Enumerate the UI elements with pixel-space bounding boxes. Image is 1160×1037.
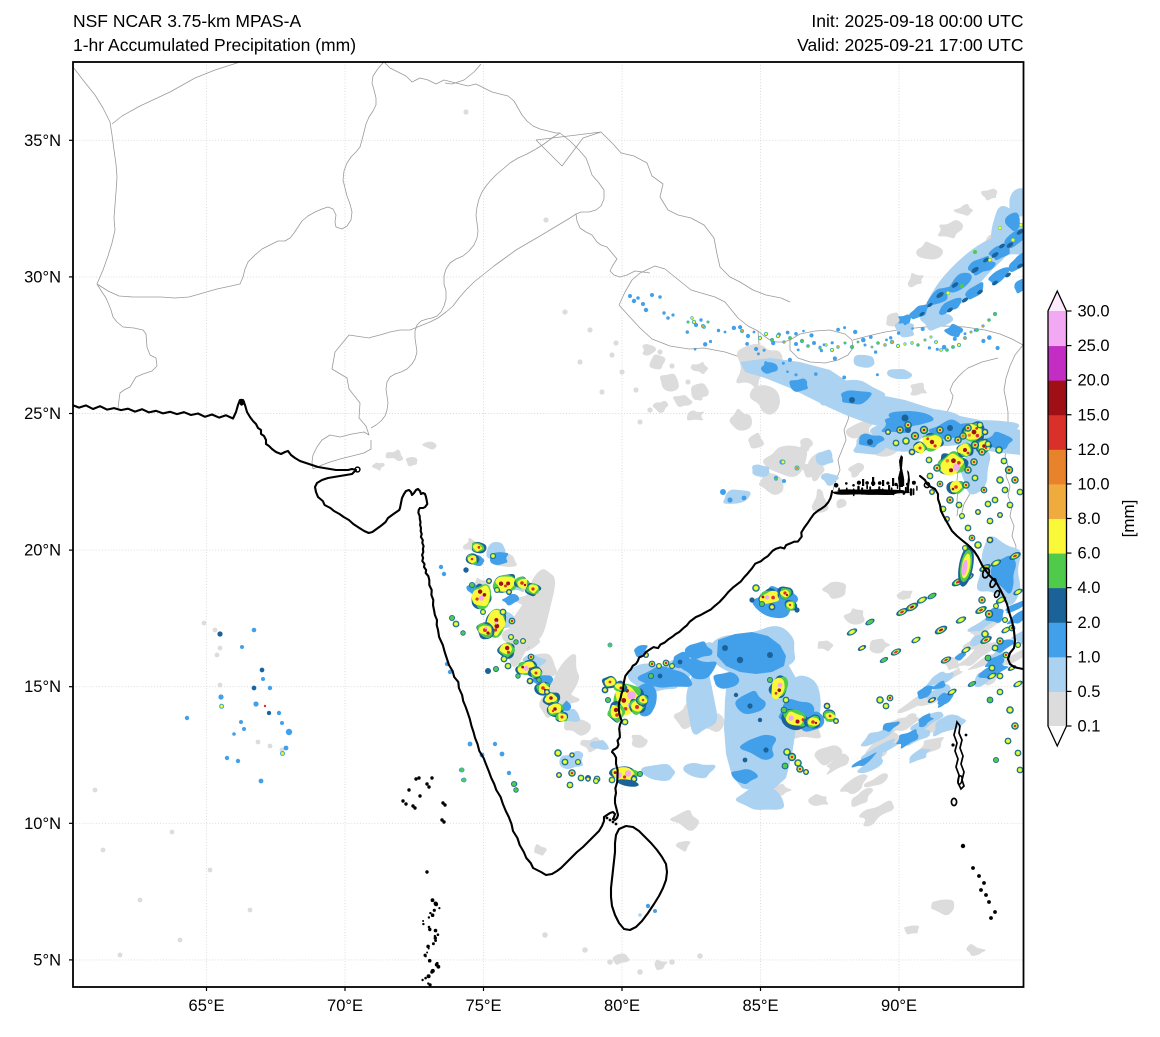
svg-text:2.0: 2.0 [1078,614,1101,632]
svg-text:Valid: 2025-09-21 17:00 UTC: Valid: 2025-09-21 17:00 UTC [797,35,1023,55]
svg-text:75°E: 75°E [466,997,502,1015]
svg-text:0.1: 0.1 [1078,718,1101,736]
svg-text:15.0: 15.0 [1078,406,1110,424]
svg-text:8.0: 8.0 [1078,510,1101,528]
svg-text:35°N: 35°N [24,132,61,150]
svg-text:80°E: 80°E [604,997,640,1015]
svg-text:0.5: 0.5 [1078,683,1101,701]
svg-text:90°E: 90°E [881,997,917,1015]
svg-text:4.0: 4.0 [1078,579,1101,597]
svg-text:NSF NCAR 3.75-km MPAS-A: NSF NCAR 3.75-km MPAS-A [73,11,302,31]
svg-text:6.0: 6.0 [1078,545,1101,563]
svg-text:1.0: 1.0 [1078,648,1101,666]
svg-text:20.0: 20.0 [1078,372,1110,390]
svg-text:30°N: 30°N [24,268,61,286]
svg-text:1-hr Accumulated Precipitation: 1-hr Accumulated Precipitation (mm) [73,35,356,55]
svg-text:25.0: 25.0 [1078,337,1110,355]
svg-text:70°E: 70°E [327,997,363,1015]
svg-text:10.0: 10.0 [1078,475,1110,493]
svg-text:65°E: 65°E [189,997,225,1015]
svg-text:30.0: 30.0 [1078,303,1110,321]
svg-text:Init: 2025-09-18 00:00 UTC: Init: 2025-09-18 00:00 UTC [811,11,1023,31]
svg-text:12.0: 12.0 [1078,441,1110,459]
svg-text:85°E: 85°E [743,997,779,1015]
svg-text:10°N: 10°N [24,815,61,833]
svg-text:25°N: 25°N [24,405,61,423]
svg-text:20°N: 20°N [24,542,61,560]
svg-text:15°N: 15°N [24,678,61,696]
svg-text:5°N: 5°N [33,951,61,969]
svg-text:[mm]: [mm] [1119,500,1138,538]
